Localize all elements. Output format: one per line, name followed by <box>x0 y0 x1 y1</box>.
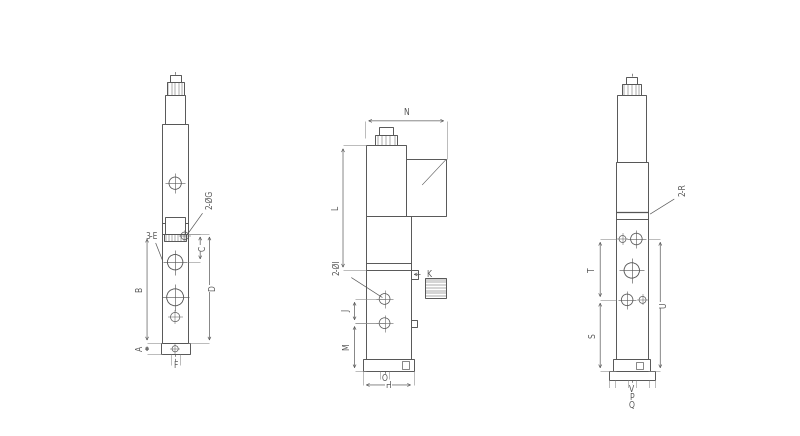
Bar <box>162 124 188 344</box>
Text: 2-ØI: 2-ØI <box>333 260 342 275</box>
Bar <box>636 362 643 369</box>
Text: C: C <box>199 245 208 251</box>
Text: O: O <box>382 375 387 383</box>
Text: S: S <box>588 333 597 338</box>
Bar <box>622 84 642 95</box>
Text: L: L <box>331 206 340 210</box>
Bar <box>366 146 406 216</box>
Text: K: K <box>426 270 431 279</box>
Bar <box>164 234 186 241</box>
Text: F: F <box>173 361 178 370</box>
Bar <box>617 95 646 163</box>
Bar <box>166 82 184 95</box>
Bar <box>165 95 185 124</box>
Text: N: N <box>403 108 409 117</box>
Bar <box>170 75 181 82</box>
Text: J: J <box>342 310 351 312</box>
Text: T: T <box>588 267 597 272</box>
Bar <box>410 270 418 279</box>
Text: Q: Q <box>629 401 634 409</box>
Bar <box>366 216 410 359</box>
Bar <box>626 77 637 84</box>
Bar <box>609 371 655 380</box>
Bar <box>363 359 414 371</box>
Text: 2-R: 2-R <box>678 183 688 196</box>
Bar <box>375 135 397 146</box>
Text: U: U <box>659 302 668 308</box>
Text: P: P <box>630 393 634 402</box>
Bar <box>615 163 648 359</box>
Text: A: A <box>136 346 145 351</box>
Text: B: B <box>136 287 145 292</box>
Bar <box>402 361 410 369</box>
Text: H: H <box>386 382 391 390</box>
Text: D: D <box>208 286 217 291</box>
Bar <box>614 359 650 371</box>
Text: M: M <box>342 344 351 351</box>
Bar <box>161 344 190 354</box>
Bar <box>379 127 393 135</box>
Text: V: V <box>629 385 634 394</box>
Bar <box>406 159 446 216</box>
Bar <box>410 320 417 327</box>
Bar <box>165 217 185 234</box>
Bar <box>425 278 446 297</box>
Text: 3-E: 3-E <box>146 232 158 241</box>
Text: 2-ØG: 2-ØG <box>206 189 214 208</box>
